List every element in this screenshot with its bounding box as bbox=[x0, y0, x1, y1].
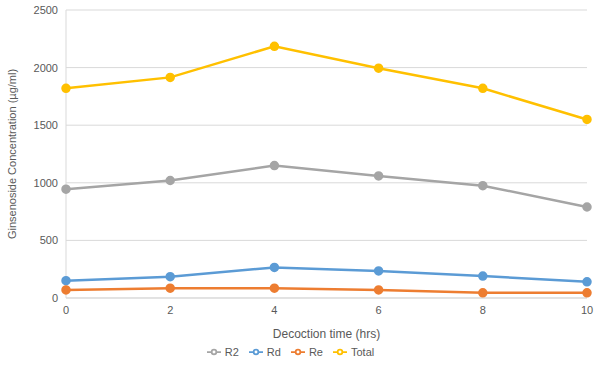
svg-text:2: 2 bbox=[167, 304, 173, 316]
svg-text:0: 0 bbox=[63, 304, 69, 316]
html-text:Re: Re bbox=[308, 346, 323, 358]
html-text:Rd: Rd bbox=[266, 346, 281, 358]
svg-text:1000: 1000 bbox=[34, 177, 58, 189]
svg-text:4: 4 bbox=[271, 304, 277, 316]
svg-text:0: 0 bbox=[52, 292, 58, 304]
html-text:Total: Total bbox=[351, 346, 375, 358]
svg-text:2000: 2000 bbox=[34, 62, 58, 74]
html-text:R2: R2 bbox=[224, 346, 239, 358]
svg-text:2500: 2500 bbox=[34, 4, 58, 16]
svg-text:Decoction time (hrs): Decoction time (hrs) bbox=[273, 327, 380, 341]
svg-text:6: 6 bbox=[376, 304, 382, 316]
svg-text:Ginsenoside Concentration (µg/: Ginsenoside Concentration (µg/ml) bbox=[6, 69, 18, 239]
svg-text:8: 8 bbox=[480, 304, 486, 316]
svg-text:500: 500 bbox=[40, 234, 58, 246]
svg-text:1500: 1500 bbox=[34, 119, 58, 131]
svg-text:10: 10 bbox=[581, 304, 593, 316]
